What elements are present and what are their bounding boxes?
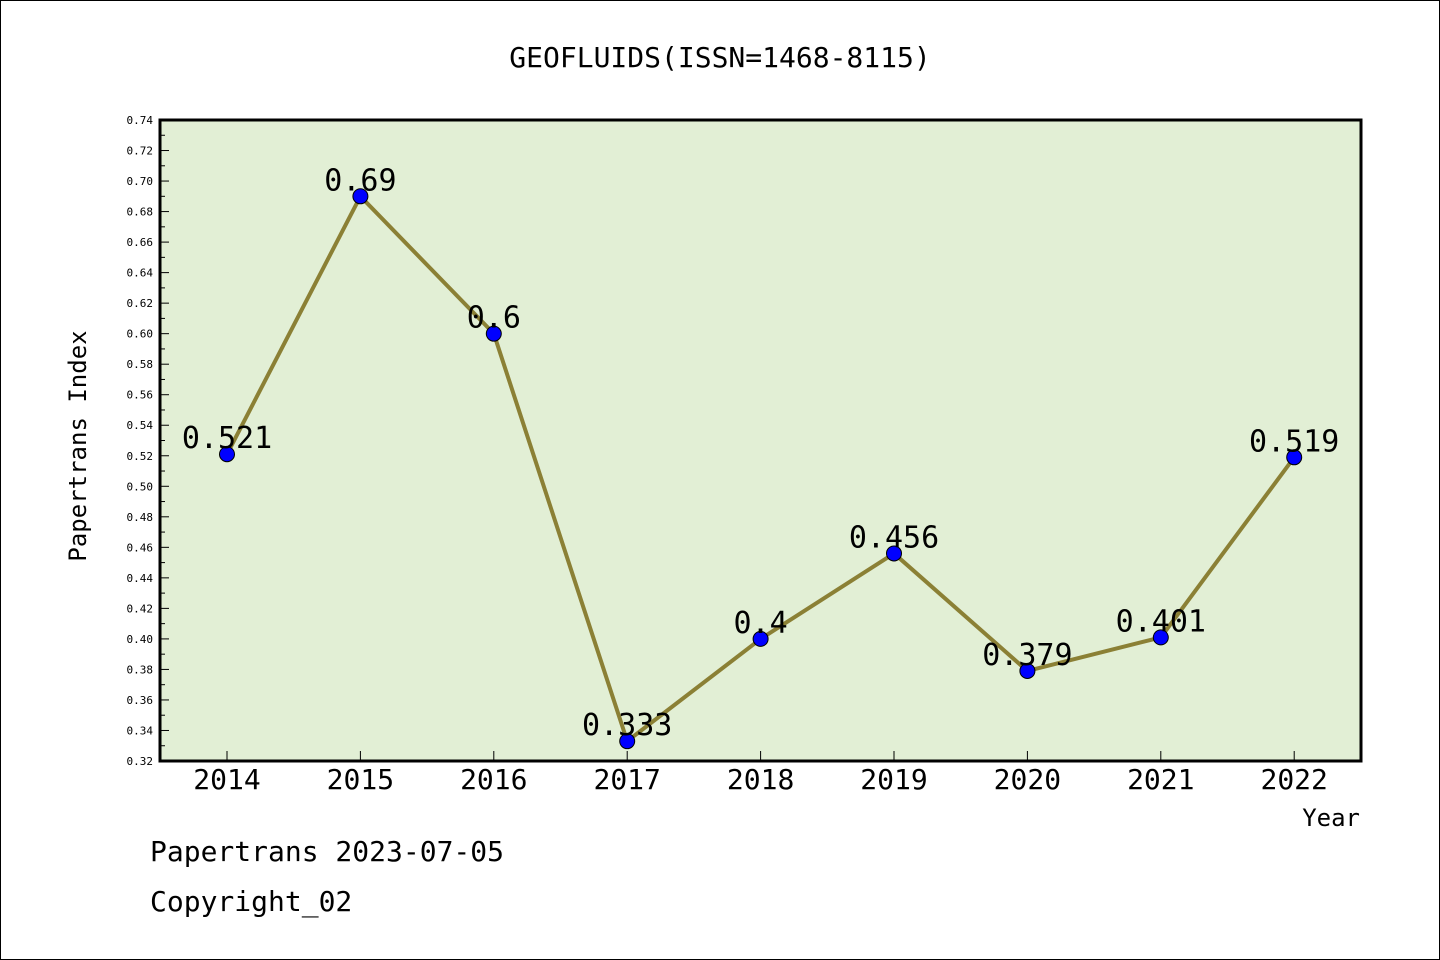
y-tick-label: 0.40 bbox=[127, 633, 154, 646]
series-layer bbox=[219, 188, 1303, 750]
data-label: 0.521 bbox=[182, 421, 272, 456]
x-tick-label: 2015 bbox=[327, 763, 394, 796]
y-tick-label: 0.38 bbox=[127, 663, 154, 676]
x-tick-label: 2016 bbox=[460, 763, 527, 796]
data-point bbox=[619, 733, 636, 750]
data-point bbox=[352, 188, 369, 205]
y-tick-label: 0.58 bbox=[127, 358, 154, 371]
x-tick-label: 2014 bbox=[193, 763, 260, 796]
y-tick-label: 0.68 bbox=[127, 206, 154, 219]
y-tick-label: 0.54 bbox=[127, 419, 154, 432]
y-tick-label: 0.48 bbox=[127, 511, 154, 524]
data-label: 0.333 bbox=[582, 708, 672, 743]
y-tick-label: 0.42 bbox=[127, 602, 154, 615]
data-label-layer: 0.521 0.69 0.6 0.333 0.4 0.456 0.379 0.401 0.519 bbox=[182, 163, 1340, 743]
y-tick-label: 0.50 bbox=[127, 480, 154, 493]
y-tick-label: 0.44 bbox=[127, 572, 154, 585]
y-tick-label: 0.34 bbox=[127, 724, 154, 737]
data-point bbox=[752, 630, 769, 647]
y-tick-label: 0.46 bbox=[127, 541, 154, 554]
data-point bbox=[1286, 449, 1303, 466]
y-tick-label: 0.62 bbox=[127, 297, 154, 310]
data-label: 0.6 bbox=[467, 301, 521, 336]
footer-copyright-text: Copyright_02 bbox=[150, 885, 353, 918]
data-point bbox=[1019, 662, 1036, 679]
footer-date-text: Papertrans 2023-07-05 bbox=[150, 835, 505, 868]
y-tick-label: 0.52 bbox=[127, 450, 154, 463]
data-label: 0.379 bbox=[982, 638, 1072, 673]
y-tick-label: 0.70 bbox=[127, 175, 154, 188]
y-tick-label: 0.56 bbox=[127, 389, 154, 402]
x-tick-label: 2021 bbox=[1127, 763, 1194, 796]
y-tick-label: 0.60 bbox=[127, 328, 154, 341]
y-tick-label: 0.64 bbox=[127, 267, 154, 280]
x-axis-label: Year bbox=[1302, 804, 1360, 832]
plot-area bbox=[158, 118, 1363, 763]
data-label: 0.456 bbox=[849, 520, 939, 555]
data-label: 0.69 bbox=[324, 163, 396, 198]
data-label: 0.4 bbox=[734, 606, 788, 641]
x-tick-label: 2022 bbox=[1260, 763, 1327, 796]
y-tick-label: 0.66 bbox=[127, 236, 154, 249]
y-axis-label: Papertrans Index bbox=[64, 330, 92, 561]
data-label: 0.519 bbox=[1249, 424, 1339, 459]
y-tick-label: 0.32 bbox=[127, 755, 154, 768]
y-tick-label: 0.74 bbox=[127, 114, 154, 127]
y-axis-ticks: 0.32 0.34 0.36 0.38 0.40 0.42 0.44 0.46 0.48 0.50… bbox=[127, 114, 169, 768]
x-tick-label: 2017 bbox=[593, 763, 660, 796]
y-tick-label: 0.72 bbox=[127, 145, 154, 158]
x-axis-ticks: 2014 2015 2016 2017 2018 2019 2020 2021 2022 bbox=[193, 751, 1328, 796]
data-point bbox=[485, 325, 502, 342]
data-label: 0.401 bbox=[1116, 604, 1206, 639]
x-tick-label: 2018 bbox=[727, 763, 794, 796]
data-point bbox=[886, 545, 902, 562]
x-tick-label: 2019 bbox=[860, 763, 927, 796]
data-point bbox=[219, 446, 235, 463]
y-tick-label: 0.36 bbox=[127, 694, 154, 707]
x-tick-label: 2020 bbox=[994, 763, 1061, 796]
data-point bbox=[1152, 629, 1169, 646]
chart-title: GEOFLUIDS(ISSN=1468-8115) bbox=[509, 41, 930, 74]
